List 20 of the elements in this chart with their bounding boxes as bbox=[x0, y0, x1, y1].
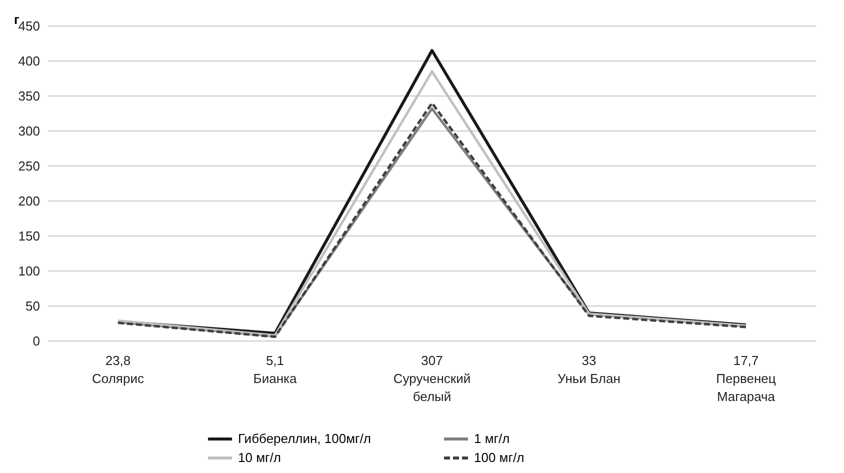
y-tick-label: 50 bbox=[26, 298, 40, 314]
y-tick-label: 200 bbox=[18, 194, 40, 209]
legend-label: 1 мг/л bbox=[474, 431, 510, 446]
y-tick-label: 250 bbox=[18, 158, 40, 174]
legend-label: 100 мг/л bbox=[474, 450, 524, 465]
y-tick-label: 100 bbox=[18, 264, 40, 279]
x-tick-label: 307 Сурученский белый bbox=[393, 353, 471, 404]
x-tick-label: 33 Уньи Блан bbox=[558, 353, 620, 386]
x-tick-label: 5,1 Бианка bbox=[253, 353, 298, 386]
y-tick-label: 0 bbox=[32, 334, 40, 349]
y-tick-label: 150 bbox=[18, 228, 40, 244]
x-tick-label: 23,8 Солярис bbox=[92, 353, 144, 386]
y-axis-title: г bbox=[14, 12, 20, 27]
x-tick-label: 17,7 Первенец Магарача bbox=[716, 353, 776, 404]
y-tick-label: 450 bbox=[18, 18, 40, 34]
y-tick-label: 350 bbox=[18, 88, 40, 104]
legend-label: Гиббереллин, 100мг/л bbox=[238, 431, 371, 446]
y-tick-label: 300 bbox=[18, 124, 40, 139]
y-tick-label: 400 bbox=[18, 54, 40, 69]
legend-label: 10 мг/л bbox=[238, 450, 281, 465]
